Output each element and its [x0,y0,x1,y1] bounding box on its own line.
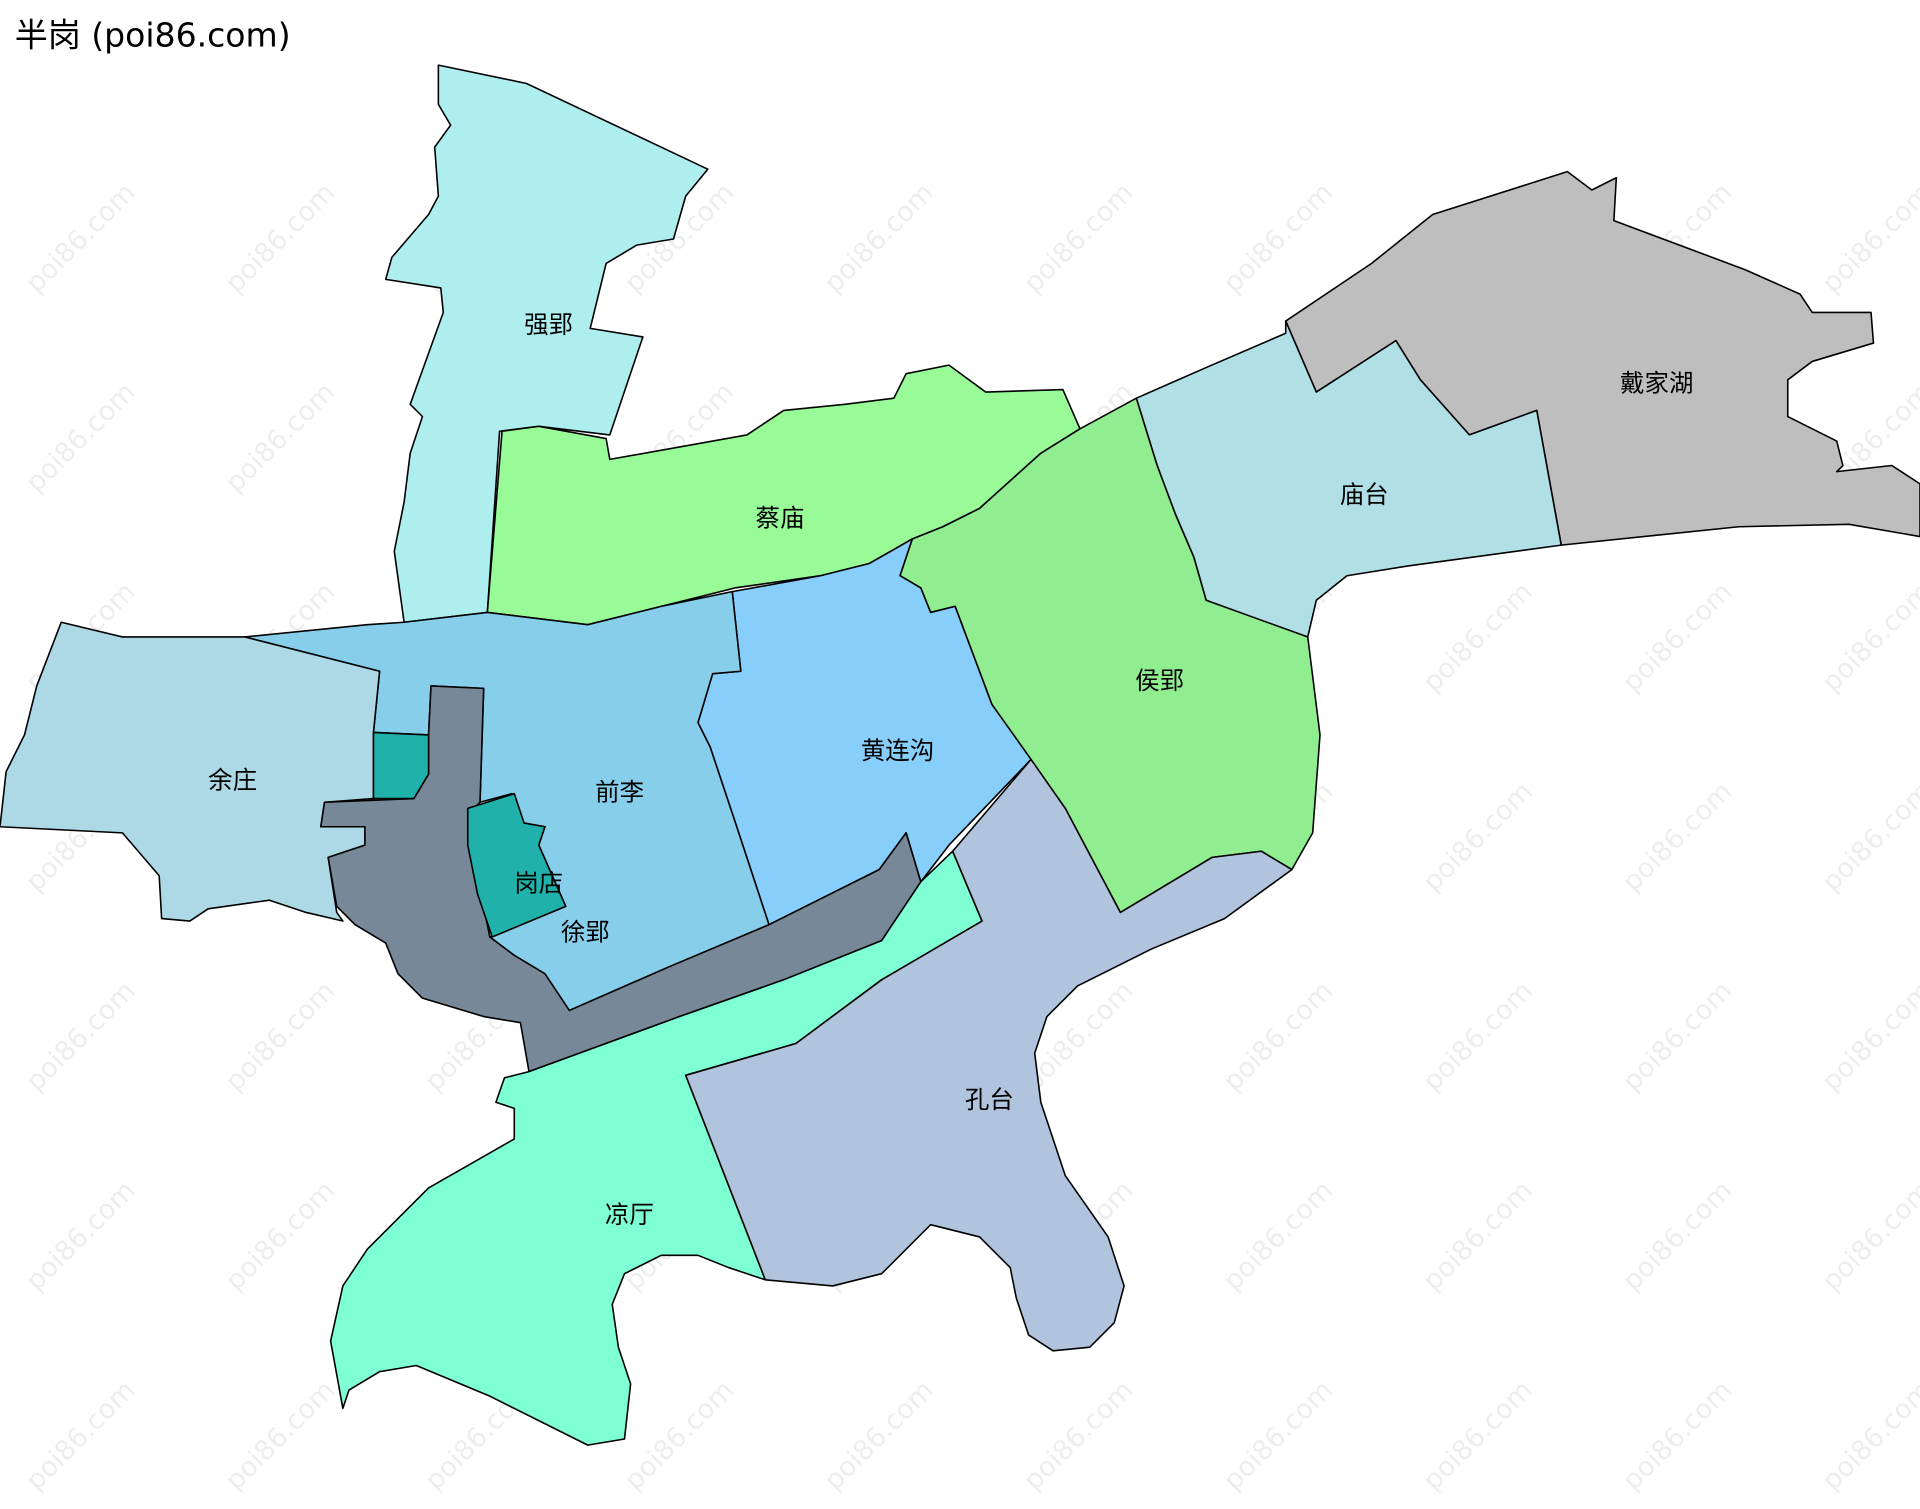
label-yuzhuang: 余庄 [208,765,257,794]
label-liangting: 凉厅 [605,1200,654,1229]
watermark-text: poi86.com [1616,576,1738,698]
watermark-text: poi86.com [1417,1175,1539,1297]
region-qiangying[interactable] [384,64,709,624]
region-caimiao[interactable] [486,364,1081,626]
watermark-text: poi86.com [1616,1375,1738,1497]
watermark-text: poi86.com [1816,576,1920,698]
watermark-text: poi86.com [818,177,940,299]
watermark-text: poi86.com [1217,1175,1339,1297]
watermark-text: poi86.com [219,1175,341,1297]
region-xuying-part-a[interactable] [372,731,430,800]
watermark-text: poi86.com [20,1175,142,1297]
region-kongtai[interactable] [684,758,1293,1352]
label-kongtai: 孔台 [965,1085,1014,1114]
watermark-text: poi86.com [1616,976,1738,1098]
watermark-text: poi86.com [1816,1375,1920,1497]
watermark-text: poi86.com [20,976,142,1098]
watermark-text: poi86.com [1417,1375,1539,1497]
watermark-text: poi86.com [219,976,341,1098]
watermark-text: poi86.com [219,377,341,499]
watermark-text: poi86.com [1417,576,1539,698]
labels-layer: 强郢 蔡庙 戴家湖 庙台 侯郢 黄连沟 前李 余庄 岗店 徐郢 凉厅 孔台 [208,310,1693,1229]
watermark-text: poi86.com [20,177,142,299]
watermark-text: poi86.com [1018,1375,1140,1497]
watermark-text: poi86.com [1816,976,1920,1098]
region-xuying-part-b[interactable] [466,792,567,938]
watermark-text: poi86.com [818,1375,940,1497]
watermark-text: poi86.com [1616,776,1738,898]
watermark-text: poi86.com [619,1375,741,1497]
label-daijiahu: 戴家湖 [1620,369,1693,398]
watermark-text: poi86.com [1217,976,1339,1098]
watermark-text: poi86.com [1018,177,1140,299]
watermark-text: poi86.com [1217,177,1339,299]
label-xuying: 徐郢 [561,917,610,946]
watermark-text: poi86.com [20,377,142,499]
watermark-text: poi86.com [20,1375,142,1497]
watermark-text: poi86.com [219,177,341,299]
watermark-text: poi86.com [1217,1375,1339,1497]
watermark-text: poi86.com [1616,1175,1738,1297]
label-huangliangou: 黄连沟 [861,736,934,765]
watermark-text: poi86.com [1417,976,1539,1098]
label-caimiao: 蔡庙 [756,503,805,532]
watermark-text: poi86.com [1816,177,1920,299]
watermark-text: poi86.com [219,1375,341,1497]
label-miaotai: 庙台 [1340,480,1389,509]
watermark-text: poi86.com [1816,1175,1920,1297]
map-title: 半岗 (poi86.com) [15,16,291,55]
watermark-text: poi86.com [1417,776,1539,898]
label-gangdian: 岗店 [514,868,563,897]
regions-layer [0,64,1920,1446]
label-houying: 侯郢 [1135,666,1184,695]
watermark-text: poi86.com [1816,776,1920,898]
label-qianli: 前李 [595,778,644,807]
label-qiangying: 强郢 [524,310,573,339]
